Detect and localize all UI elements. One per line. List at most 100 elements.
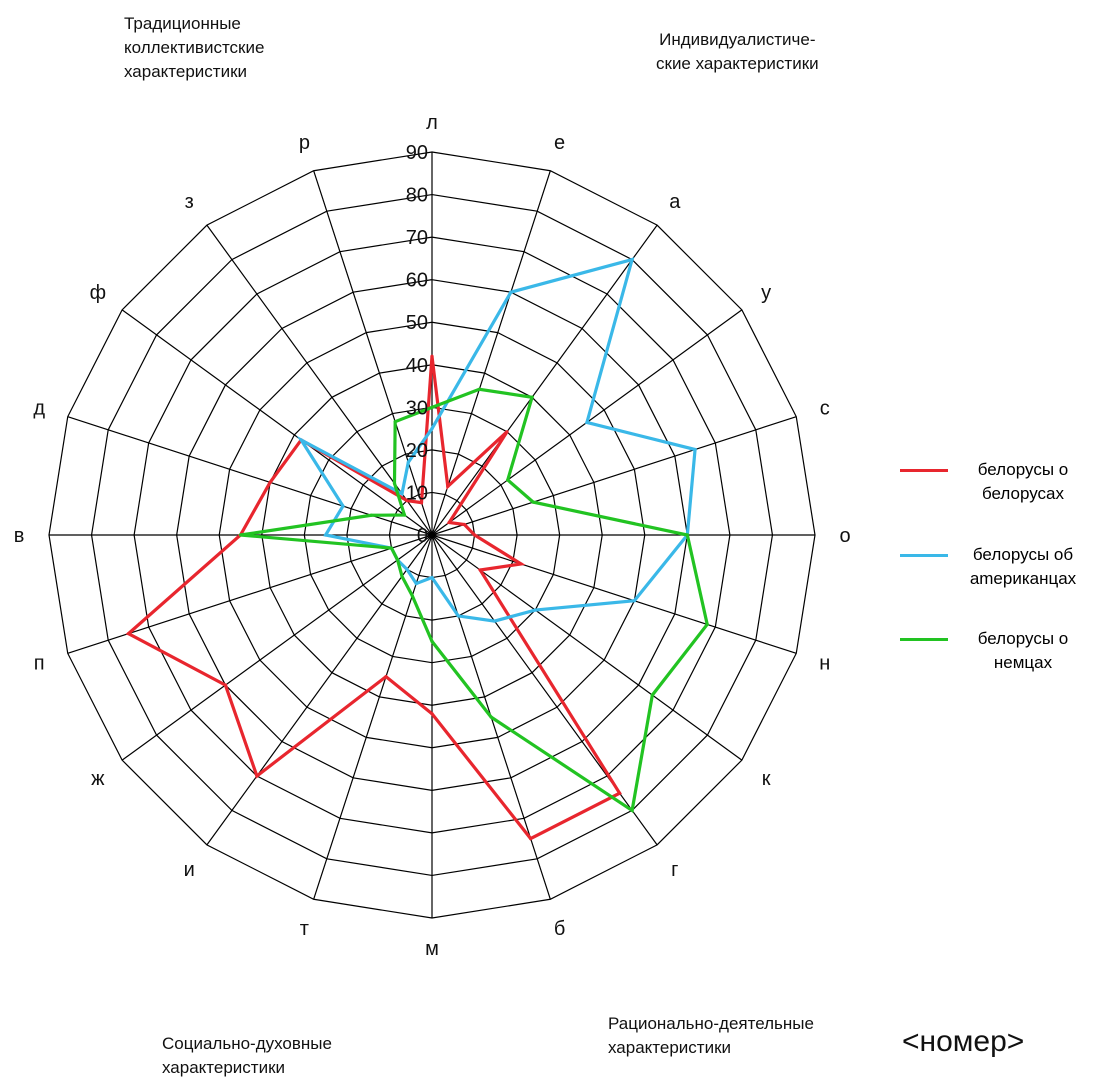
- spoke-13: [121, 534, 433, 761]
- tick-label-90: 90: [406, 142, 428, 164]
- corner-label-individualistic: Индивидуалистиче- ские характеристики: [656, 30, 819, 73]
- series-0-point-2: [505, 430, 509, 434]
- series-1-point-16: [341, 504, 345, 508]
- tick-label-0: 0: [417, 525, 428, 547]
- spoke-19: [313, 170, 433, 536]
- spoke-2: [431, 224, 658, 536]
- category-label-18: з: [185, 191, 194, 213]
- category-label-6: н: [819, 653, 830, 675]
- series-0-point-16: [268, 480, 272, 484]
- series-0-point-12: [255, 774, 259, 778]
- series-2-point-8: [630, 808, 634, 813]
- series-0-point-14: [126, 632, 131, 636]
- series-0-point-19: [419, 501, 424, 505]
- category-label-14: п: [34, 653, 45, 675]
- tick-label-80: 80: [406, 185, 428, 207]
- series-2-point-9: [489, 715, 493, 719]
- series-0-point-5: [472, 533, 477, 537]
- spoke-12: [206, 534, 433, 846]
- series-1-point-0: [430, 427, 434, 431]
- tick-label-40: 40: [406, 355, 428, 377]
- tick-label-60: 60: [406, 270, 428, 292]
- series-2-point-5: [685, 533, 689, 537]
- series-2-point-3: [506, 478, 510, 482]
- series-1-point-3: [585, 420, 589, 425]
- category-label-7: к: [762, 768, 771, 790]
- series-0-point-8: [618, 791, 622, 795]
- spoke-1: [431, 170, 551, 536]
- series-1-point-2: [630, 257, 634, 262]
- series-line-0: [125, 356, 622, 841]
- spoke-14: [67, 534, 433, 654]
- series-1-point-4: [693, 447, 697, 452]
- category-label-4: с: [820, 397, 830, 419]
- category-label-17: ф: [90, 282, 106, 304]
- category-label-12: и: [184, 859, 195, 881]
- series-0-point-4: [462, 522, 466, 527]
- series-2-point-13: [395, 558, 400, 562]
- tick-label-30: 30: [406, 397, 428, 419]
- series-0-point-3: [447, 520, 451, 525]
- spoke-4: [431, 416, 797, 536]
- series-0-point-1: [446, 484, 450, 489]
- series-0-point-13: [223, 683, 228, 687]
- series-0-point-6: [519, 562, 523, 566]
- series-2-point-7: [650, 693, 654, 697]
- category-label-2: а: [669, 191, 681, 213]
- tick-label-70: 70: [406, 227, 428, 249]
- legend-swatch-americans: [900, 554, 948, 557]
- series-1-point-15: [324, 533, 328, 537]
- category-label-10: м: [425, 938, 439, 960]
- legend-swatch-belarusians: [900, 469, 948, 472]
- series-2-point-14: [389, 546, 394, 550]
- series-2-point-18: [392, 481, 397, 485]
- series-2-point-4: [531, 500, 535, 504]
- series-2-point-12: [400, 574, 404, 578]
- series-0-point-10: [430, 712, 434, 716]
- series-1-point-9: [456, 614, 460, 618]
- series-2-point-10: [430, 639, 434, 643]
- category-label-15: в: [14, 525, 25, 547]
- series-1-point-12: [405, 567, 409, 572]
- series-1-point-8: [492, 619, 497, 623]
- series-0-point-11: [384, 675, 388, 679]
- series-2-point-19: [393, 420, 397, 424]
- spoke-8: [431, 534, 658, 846]
- series-2-point-2: [530, 395, 534, 399]
- tick-label-20: 20: [406, 440, 428, 462]
- series-1-point-18: [400, 492, 404, 496]
- series-2-point-0: [430, 405, 434, 409]
- tick-label-10: 10: [406, 482, 428, 504]
- series-1-point-7: [533, 608, 537, 612]
- series-0-point-0: [430, 354, 434, 358]
- tick-label-50: 50: [406, 312, 428, 334]
- category-label-9: б: [554, 918, 565, 940]
- series-1-point-11: [414, 581, 418, 586]
- series-2-point-16: [369, 513, 373, 517]
- category-label-16: д: [33, 397, 45, 419]
- series-0-point-9: [529, 836, 533, 841]
- series-2-point-11: [410, 594, 414, 598]
- series-2-point-1: [477, 387, 481, 391]
- series-1-point-1: [509, 290, 513, 294]
- series-1-point-6: [632, 599, 636, 603]
- series-0-point-18: [405, 498, 409, 503]
- category-label-1: е: [554, 132, 565, 154]
- legend-label-germans: белорусы о немцах: [977, 629, 1069, 672]
- series-1-point-10: [430, 575, 434, 580]
- series-1-point-17: [299, 438, 303, 442]
- slide-number: <номер>: [902, 1025, 1025, 1058]
- category-label-8: г: [671, 859, 678, 881]
- legend-swatch-germans: [900, 638, 948, 641]
- category-label-3: у: [761, 282, 771, 304]
- category-label-11: т: [300, 918, 309, 940]
- category-label-13: ж: [91, 768, 105, 790]
- spoke-6: [431, 534, 797, 654]
- category-label-5: о: [839, 525, 850, 547]
- corner-label-rational-active: Рационально-деятельные характеристики: [608, 1014, 814, 1057]
- series-2-point-17: [402, 513, 407, 517]
- spoke-17: [121, 309, 433, 536]
- series-2-point-6: [705, 622, 709, 627]
- legend-label-americans: белорусы об amериканцах: [969, 545, 1077, 588]
